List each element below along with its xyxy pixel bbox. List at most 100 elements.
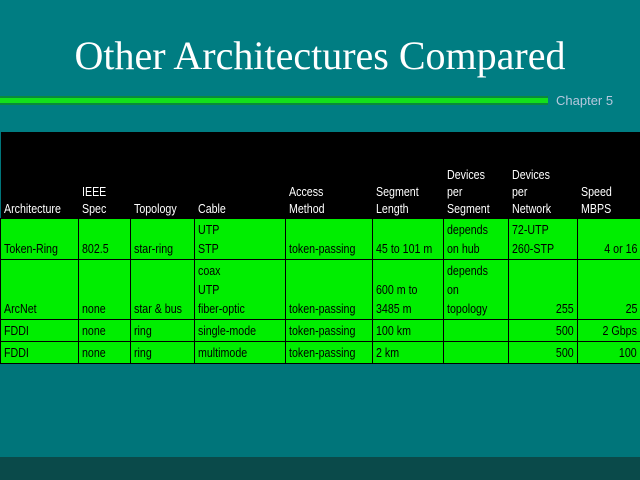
- cell-text: ArcNet: [4, 301, 37, 316]
- cell-devices-per-network: 500: [508, 319, 578, 342]
- header-line-3: Cable: [198, 200, 283, 217]
- cell-text: 25: [625, 301, 637, 316]
- header-line-3: Network: [512, 200, 575, 217]
- cell-devices-per-network: 72-UTP 260-STP: [508, 218, 578, 260]
- cell-topology: star & bus: [130, 259, 195, 320]
- header-text: per: [511, 184, 527, 199]
- cell-architecture: Token-Ring: [0, 218, 79, 260]
- bottom-band: [0, 457, 640, 480]
- cell-text: depends: [447, 263, 488, 278]
- cell-access-method: token-passing: [285, 341, 373, 364]
- cell-ieee-spec: none: [78, 259, 131, 320]
- cell-line: 2 km: [376, 343, 440, 362]
- cell-text: ring: [134, 323, 152, 338]
- cell-speed-mbps: 2 Gbps: [577, 319, 640, 342]
- column-header-cable: Cable: [194, 132, 286, 219]
- cell-text: fiber-optic: [198, 301, 245, 316]
- cell-devices-per-network: 500: [508, 341, 578, 364]
- cell-text: [376, 261, 379, 280]
- cell-line: FDDI: [4, 343, 75, 362]
- column-header-segment-length: Segment Length: [372, 132, 444, 219]
- header-line-1: Devices: [512, 166, 575, 183]
- cell-devices-per-network: 255: [508, 259, 578, 320]
- cell-access-method: token-passing: [285, 259, 373, 320]
- cell-text: token-passing: [289, 241, 356, 256]
- cell-line: 500: [512, 343, 574, 362]
- header-text: [134, 183, 137, 200]
- cell-text: [447, 343, 450, 362]
- cell-architecture: FDDI: [0, 319, 79, 342]
- cell-speed-mbps: 100: [577, 341, 640, 364]
- header-line-3: Architecture: [4, 200, 76, 217]
- header-text: [581, 166, 584, 183]
- cell-line: 72-UTP: [512, 220, 574, 239]
- cell-text: FDDI: [4, 323, 29, 338]
- cell-topology: ring: [130, 319, 195, 342]
- cell-text: 255: [556, 301, 574, 316]
- cell-text: coax: [198, 263, 221, 278]
- cell-line: 500: [512, 321, 574, 340]
- cell-line: 100: [581, 343, 637, 362]
- cell-line: depends: [447, 261, 505, 280]
- cell-text: ring: [134, 345, 152, 360]
- cell-text: 72-UTP: [512, 222, 549, 237]
- header-line-2: [134, 183, 192, 200]
- cell-text: [447, 321, 450, 340]
- cell-text: UTP: [198, 282, 220, 297]
- header-text: [376, 166, 379, 183]
- cell-text: star & bus: [134, 301, 182, 316]
- cell-text: 100 km: [376, 323, 411, 338]
- column-header-speed-mbps: Speed MBPS: [577, 132, 640, 219]
- cell-text: none: [82, 345, 106, 360]
- cell-line: multimode: [198, 343, 282, 362]
- header-text: [198, 166, 201, 183]
- cell-text: STP: [198, 241, 219, 256]
- header-text: Method: [288, 201, 325, 216]
- table-row: Token-Ring 802.5 star-ring UTP STP token-pass…: [0, 218, 640, 260]
- cell-text: token-passing: [289, 301, 356, 316]
- header-text: Network: [511, 201, 551, 216]
- cell-text: 600 m to: [376, 282, 418, 297]
- cell-line: depends: [447, 220, 505, 239]
- header-text: Cable: [197, 201, 226, 216]
- cell-line: FDDI: [4, 321, 75, 340]
- header-text: IEEE: [81, 184, 106, 199]
- cell-text: 2 km: [376, 345, 400, 360]
- header-text: per: [446, 184, 462, 199]
- header-text: Access: [288, 184, 323, 199]
- header-line-1: [289, 166, 370, 183]
- header-line-2: per: [512, 183, 575, 200]
- architecture-comparison-table: Architecture IEEE Spec Topology Cable: [0, 132, 640, 364]
- header-line-1: [198, 166, 283, 183]
- cell-line: token-passing: [289, 343, 369, 362]
- cell-text: Token-Ring: [4, 241, 58, 256]
- header-text: Devices: [446, 167, 485, 182]
- header-text: Spec: [81, 201, 106, 216]
- cell-line: topology: [447, 299, 505, 318]
- cell-line: 25: [581, 299, 637, 318]
- cell-line: [376, 261, 440, 280]
- cell-line: [447, 343, 505, 362]
- cell-text: on hub: [447, 241, 480, 256]
- cell-line: fiber-optic: [198, 299, 282, 318]
- cell-text: token-passing: [289, 345, 356, 360]
- cell-devices-per-segment: depends on topology: [443, 259, 509, 320]
- cell-text: 3485 m: [376, 301, 412, 316]
- cell-text: UTP: [198, 222, 220, 237]
- cell-topology: ring: [130, 341, 195, 364]
- cell-line: 4 or 16: [581, 239, 637, 258]
- column-header-access-method: Access Method: [285, 132, 373, 219]
- title-area: Other Architectures Compared: [0, 0, 640, 132]
- cell-segment-length: 45 to 101 m: [372, 218, 444, 260]
- header-text: [198, 183, 201, 200]
- table-row: FDDI none ring multimode token-passing 2 km 5…: [0, 341, 640, 364]
- header-text: Topology: [133, 201, 177, 216]
- header-text: Segment: [446, 201, 490, 216]
- header-line-1: [82, 166, 128, 183]
- header-line-1: [581, 166, 638, 183]
- cell-text: multimode: [198, 345, 248, 360]
- title-divider-bar: [0, 96, 548, 105]
- cell-line: token-passing: [289, 239, 369, 258]
- header-line-3: Topology: [134, 200, 192, 217]
- table-header-row: Architecture IEEE Spec Topology Cable: [0, 132, 640, 219]
